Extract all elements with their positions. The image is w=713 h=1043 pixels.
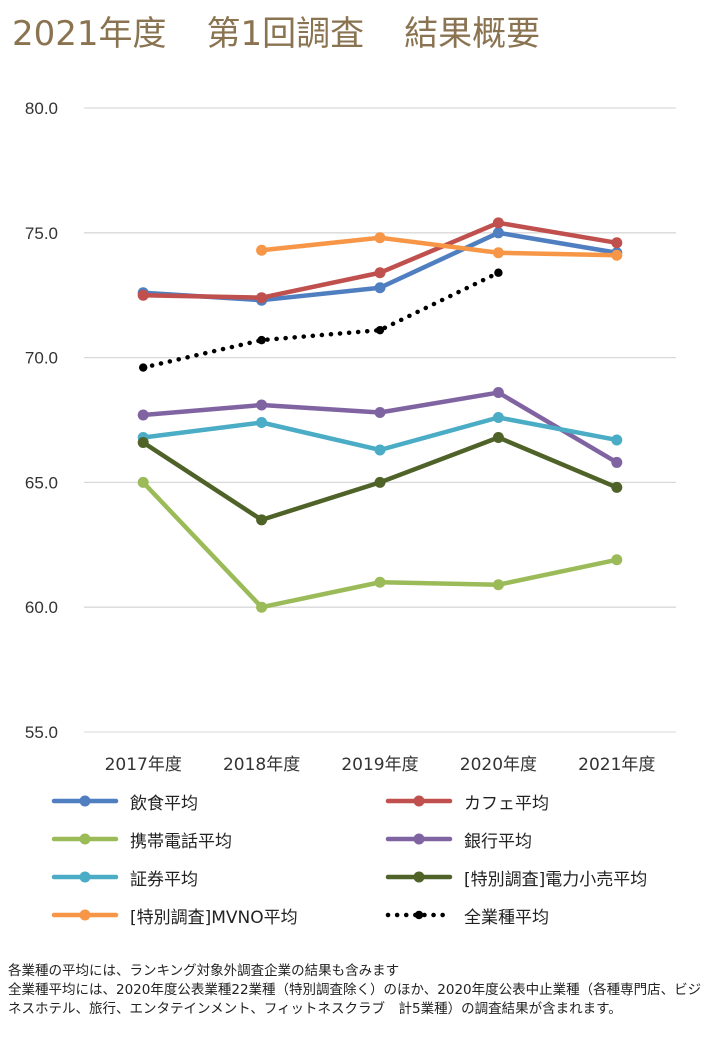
data-point	[256, 244, 268, 256]
data-point	[492, 412, 504, 424]
data-point	[374, 407, 386, 419]
legend-item: 全業種平均	[384, 900, 549, 930]
legend-swatch	[51, 795, 119, 807]
data-point	[492, 227, 504, 239]
legend-label: [特別調査]MVNO平均	[130, 907, 298, 928]
data-point	[611, 237, 623, 249]
data-point	[374, 267, 386, 279]
line-chart: 80.0 75.0 70.0 65.0 60.0 55.0 2017年度 2018年度 2019…	[25, 99, 676, 775]
legend-swatch	[385, 795, 453, 807]
legend-swatch	[385, 871, 453, 883]
data-point	[492, 579, 504, 591]
data-point	[137, 476, 149, 488]
data-point	[374, 576, 386, 588]
y-tick-label: 55.0	[25, 723, 58, 742]
legend-label: 銀行平均	[464, 831, 532, 852]
footnote-2: 全業種平均には、2020年度公表業種22業種（特別調査除く）のほか、2020年度…	[8, 982, 702, 1017]
y-tick-label: 65.0	[25, 473, 58, 492]
data-point	[611, 481, 623, 493]
data-point	[611, 434, 623, 446]
series-line	[140, 270, 501, 370]
data-point	[374, 444, 386, 456]
data-point	[256, 514, 268, 526]
page-title: 2021年度 第1回調査 結果概要	[12, 6, 580, 55]
legend-swatch	[51, 909, 119, 921]
legend-swatch	[51, 871, 119, 883]
legend-swatch	[51, 833, 119, 845]
series-line	[259, 235, 620, 258]
legend-item: 証券平均	[50, 862, 198, 892]
legend-item: カフェ平均	[384, 786, 549, 816]
footnotes: 各業種の平均には、ランキング対象外調査企業の結果も含みます 全業種平均には、20…	[8, 962, 708, 1019]
legend-item: 銀行平均	[384, 824, 532, 854]
series-line	[140, 480, 620, 610]
data-point	[137, 436, 149, 448]
data-point	[257, 335, 266, 345]
x-tick-label: 2021年度	[578, 755, 655, 775]
legend-item: 携帯電話平均	[50, 824, 232, 854]
legend-item: [特別調査]MVNO平均	[50, 900, 298, 930]
title-summary: 結果概要	[404, 14, 541, 54]
x-tick-label: 2019年度	[341, 755, 418, 775]
y-tick-label: 80.0	[25, 99, 58, 118]
data-point	[611, 249, 623, 261]
data-point	[374, 232, 386, 244]
legend-item: [特別調査]電力小売平均	[384, 862, 647, 892]
data-point	[492, 247, 504, 259]
title-year: 2021年度	[12, 14, 167, 54]
data-point	[611, 554, 623, 566]
data-point	[139, 363, 148, 372]
data-point	[611, 456, 623, 468]
data-point	[494, 268, 503, 277]
title-survey: 第1回調査	[206, 14, 365, 54]
data-point	[256, 416, 268, 428]
data-point	[375, 325, 385, 335]
legend-label: 全業種平均	[464, 907, 549, 928]
legend-label: 飲食平均	[130, 793, 198, 814]
x-tick-label: 2017年度	[105, 755, 182, 775]
data-point	[256, 601, 268, 613]
legend-label: カフェ平均	[464, 793, 549, 814]
legend-item: 飲食平均	[50, 786, 198, 816]
data-point	[256, 399, 268, 411]
footnote-1: 各業種の平均には、ランキング対象外調査企業の結果も含みます	[8, 963, 400, 979]
data-point	[137, 289, 149, 301]
y-tick-label: 75.0	[25, 224, 58, 243]
y-tick-label: 70.0	[25, 349, 58, 368]
legend-label: 携帯電話平均	[130, 831, 232, 852]
y-tick-label: 60.0	[25, 598, 58, 617]
data-point	[492, 387, 504, 399]
legend-swatch	[385, 833, 453, 845]
data-point	[492, 217, 504, 229]
data-point	[492, 431, 504, 443]
legend-swatch	[385, 910, 453, 920]
legend-label: 証券平均	[130, 869, 198, 890]
data-point	[374, 282, 386, 294]
data-point	[374, 476, 386, 488]
data-point	[137, 409, 149, 421]
x-tick-label: 2018年度	[223, 755, 300, 775]
x-tick-label: 2020年度	[460, 755, 537, 775]
legend-label: [特別調査]電力小売平均	[464, 869, 648, 890]
data-point	[256, 292, 268, 304]
